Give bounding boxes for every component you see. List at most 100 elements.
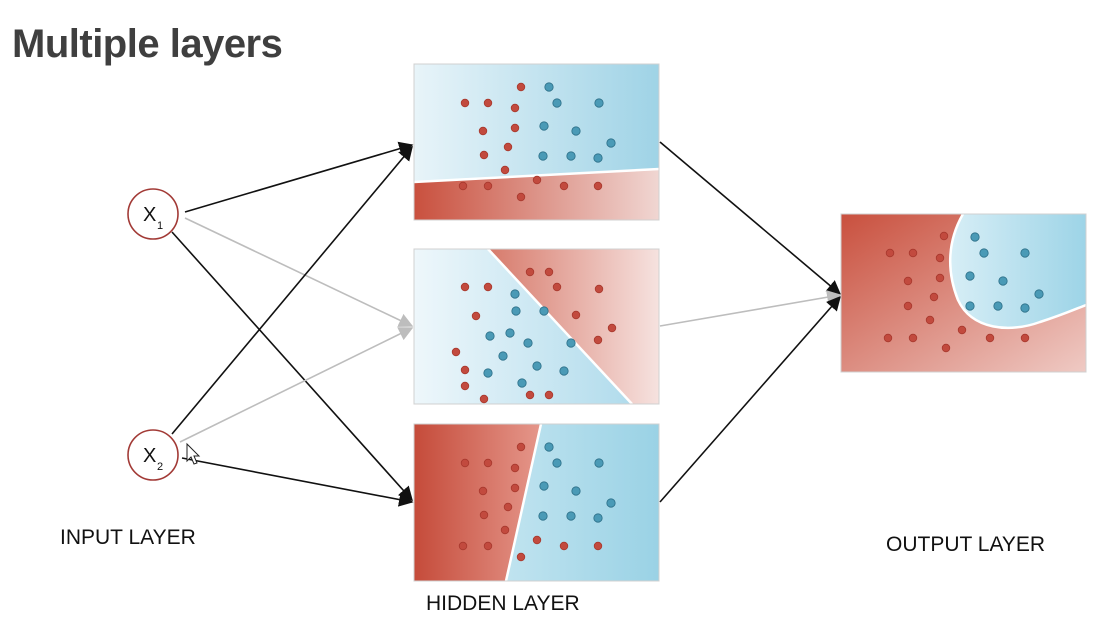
red-point: [593, 181, 603, 191]
red-point: [510, 103, 520, 113]
blue-point: [498, 351, 508, 361]
red-point: [483, 458, 493, 468]
hidden-panel-1-points: [458, 82, 616, 202]
blue-point: [544, 442, 554, 452]
red-point: [607, 323, 617, 333]
red-point: [594, 284, 604, 294]
blue-point: [483, 368, 493, 378]
red-point: [559, 541, 569, 551]
blue-point: [485, 331, 495, 341]
slide-title: Multiple layers: [12, 22, 283, 66]
red-point: [460, 458, 470, 468]
red-point: [460, 98, 470, 108]
red-point: [500, 165, 510, 175]
red-point: [525, 267, 535, 277]
blue-point: [566, 338, 576, 348]
edge-h1-out: [659, 141, 842, 295]
blue-point: [544, 82, 554, 92]
blue-point: [593, 153, 603, 163]
red-point: [460, 365, 470, 375]
red-point: [559, 181, 569, 191]
red-point: [908, 248, 918, 258]
blue-point: [965, 271, 975, 281]
blue-point: [517, 378, 527, 388]
input-layer-label: INPUT LAYER: [60, 526, 196, 549]
red-point: [503, 502, 513, 512]
blue-point: [979, 248, 989, 258]
red-point: [593, 335, 603, 345]
red-point: [458, 541, 468, 551]
blue-point: [539, 306, 549, 316]
blue-point: [594, 98, 604, 108]
red-point: [532, 535, 542, 545]
red-point: [525, 390, 535, 400]
red-point: [516, 192, 526, 202]
output-layer-label: OUTPUT LAYER: [886, 533, 1046, 556]
red-point: [478, 486, 488, 496]
blue-point: [993, 301, 1003, 311]
red-point: [479, 394, 489, 404]
input-node-x1-subscript: 1: [157, 220, 163, 232]
red-point: [903, 301, 913, 311]
red-point: [483, 541, 493, 551]
blue-point: [511, 306, 521, 316]
red-point: [939, 231, 949, 241]
red-point: [460, 381, 470, 391]
input-node-x2-label: X: [143, 445, 156, 467]
red-point: [935, 253, 945, 263]
red-point: [908, 333, 918, 343]
mouse-cursor-icon: [186, 442, 201, 465]
red-point: [571, 310, 581, 320]
blue-point: [1034, 289, 1044, 299]
red-point: [479, 150, 489, 160]
red-point: [532, 175, 542, 185]
blue-point: [532, 361, 542, 371]
edge-x1-h2: [184, 217, 414, 327]
red-point: [478, 126, 488, 136]
red-point: [483, 181, 493, 191]
red-point: [929, 292, 939, 302]
red-point: [510, 123, 520, 133]
red-point: [941, 343, 951, 353]
input-node-x1: X 1: [127, 188, 179, 240]
blue-point: [1020, 248, 1030, 258]
edge-x1-h1: [184, 141, 414, 213]
blue-point: [552, 458, 562, 468]
hidden-panel-2-points: [451, 267, 617, 404]
blue-point: [965, 301, 975, 311]
hidden-panel-1: [414, 64, 659, 220]
red-point: [510, 463, 520, 473]
blue-point: [593, 513, 603, 523]
red-point: [925, 315, 935, 325]
blue-point: [539, 481, 549, 491]
hidden-panel-2: [414, 249, 659, 404]
red-point: [957, 325, 967, 335]
edge-h2-out: [659, 290, 842, 327]
blue-point: [1020, 303, 1030, 313]
blue-point: [538, 151, 548, 161]
red-point: [503, 142, 513, 152]
red-point: [483, 98, 493, 108]
edge-x2-h1: [171, 145, 413, 435]
blue-point: [559, 366, 569, 376]
output-panel: [841, 214, 1086, 372]
red-point: [935, 273, 945, 283]
edge-h3-out: [659, 295, 841, 503]
blue-point: [998, 276, 1008, 286]
output-panel-points: [883, 231, 1044, 353]
red-point: [544, 267, 554, 277]
red-point: [510, 483, 520, 493]
edge-x2-h3: [181, 457, 414, 507]
blue-point: [571, 486, 581, 496]
blue-point: [594, 458, 604, 468]
red-point: [483, 282, 493, 292]
edge-x2-h2: [179, 327, 414, 443]
blue-point: [505, 328, 515, 338]
blue-point: [970, 232, 980, 242]
red-point: [460, 282, 470, 292]
red-point: [516, 552, 526, 562]
input-node-x2-subscript: 2: [157, 461, 163, 473]
input-node-x2: X 2: [127, 429, 179, 481]
blue-point: [538, 511, 548, 521]
